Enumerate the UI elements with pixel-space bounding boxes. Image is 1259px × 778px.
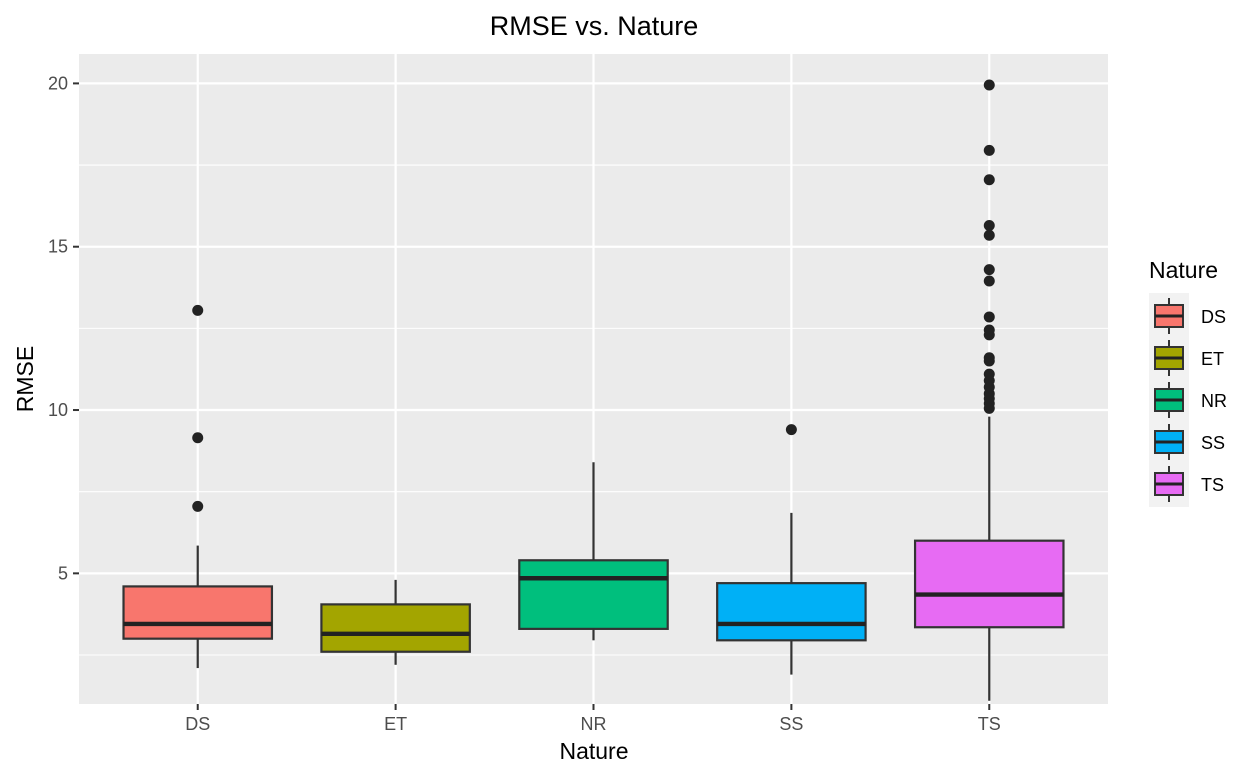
y-tick-label: 20 (48, 73, 68, 93)
y-tick-label: 5 (58, 563, 68, 583)
legend-label: DS (1201, 307, 1226, 327)
box-iqr (518, 559, 669, 630)
x-tick-label: ET (384, 714, 407, 734)
outlier-point (983, 368, 995, 380)
box-iqr (320, 603, 471, 653)
legend-label: SS (1201, 433, 1225, 453)
x-axis: DS ET NR SS TS (185, 704, 1001, 734)
x-tick-label: NR (581, 714, 607, 734)
outlier-point (983, 79, 995, 91)
y-tick-label: 15 (48, 237, 68, 257)
y-axis: 5 10 15 20 (48, 73, 79, 583)
legend-item-ts: TS (1154, 466, 1224, 502)
outlier-point (192, 304, 204, 316)
legend-title: Nature (1149, 257, 1218, 283)
outlier-point (785, 424, 797, 436)
legend-label: ET (1201, 349, 1224, 369)
x-tick-label: TS (978, 714, 1001, 734)
x-tick-label: SS (779, 714, 803, 734)
y-axis-title: RMSE (12, 346, 38, 412)
box-iqr (716, 582, 867, 642)
box-ss (716, 424, 867, 675)
legend-label: NR (1201, 391, 1227, 411)
legend-item-nr: NR (1154, 382, 1227, 418)
legend-item-et: ET (1154, 340, 1224, 376)
box-ds (122, 304, 274, 669)
outlier-point (983, 264, 995, 276)
box-iqr (913, 539, 1065, 629)
outlier-point (983, 275, 995, 287)
box-ts (913, 79, 1065, 701)
legend-item-ss: SS (1154, 424, 1225, 460)
box-series (122, 79, 1065, 701)
box-iqr (122, 585, 274, 640)
outlier-point (192, 432, 204, 444)
box-nr (518, 462, 669, 641)
outlier-point (983, 219, 995, 231)
legend-item-ds: DS (1154, 298, 1226, 334)
x-axis-title: Nature (559, 738, 628, 764)
box-et (320, 579, 471, 665)
outlier-point (983, 144, 995, 156)
outlier-point (983, 229, 995, 241)
outlier-point (983, 311, 995, 323)
legend-label: TS (1201, 475, 1224, 495)
chart-title: RMSE vs. Nature (490, 11, 699, 41)
outlier-point (983, 174, 995, 186)
y-tick-label: 10 (48, 400, 68, 420)
x-tick-label: DS (185, 714, 210, 734)
outlier-point (192, 500, 204, 512)
outlier-point (983, 352, 995, 364)
legend: Nature DS ET NR SS TS (1149, 257, 1227, 507)
outlier-point (983, 324, 995, 336)
